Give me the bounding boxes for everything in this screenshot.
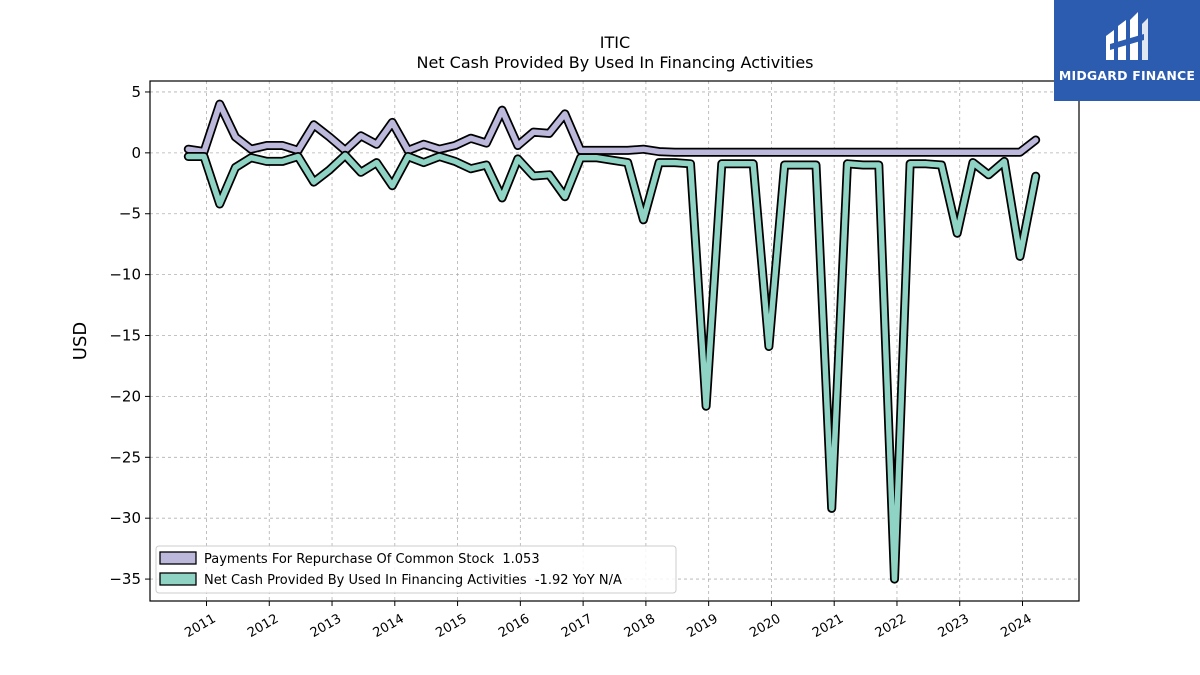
y-tick-label: −25: [109, 448, 141, 466]
chart-subtitle: Net Cash Provided By Used In Financing A…: [416, 53, 813, 72]
brand-logo: MIDGARD FINANCE: [1054, 0, 1200, 101]
x-tick-label: 2016: [496, 611, 532, 641]
x-tick-label: 2012: [245, 611, 281, 641]
brand-name: MIDGARD FINANCE: [1058, 68, 1196, 83]
y-tick-label: −5: [119, 205, 141, 223]
series-line-financing: [185, 152, 1039, 582]
legend-label-repurchase: Payments For Repurchase Of Common Stock …: [204, 552, 540, 567]
y-tick-label: −15: [109, 327, 141, 345]
x-tick-label: 2018: [622, 611, 658, 641]
y-tick-label: 5: [131, 83, 141, 101]
x-tick-label: 2020: [747, 611, 783, 641]
x-tick-label: 2015: [433, 611, 469, 641]
y-tick-label: 0: [131, 144, 141, 162]
x-tick-label: 2023: [936, 611, 972, 641]
y-tick-label: −20: [109, 387, 141, 405]
legend-swatch-repurchase: [159, 551, 197, 565]
y-axis: 5 0 −5 −10 −15 −20 −25 −30 −35: [109, 83, 150, 588]
y-tick-label: −10: [109, 266, 141, 284]
y-axis-label: USD: [70, 322, 91, 360]
series-line-repurchase: [185, 101, 1039, 155]
midgard-logo-icon: [1106, 12, 1148, 60]
y-tick-label: −35: [109, 570, 141, 588]
legend-swatch-financing: [159, 572, 197, 586]
x-tick-label: 2013: [308, 611, 344, 641]
x-tick-label: 2017: [559, 611, 595, 641]
x-tick-label: 2021: [810, 611, 846, 641]
series-layer: [183, 99, 1041, 584]
x-tick-label: 2024: [998, 611, 1034, 641]
x-axis: 2011 2012 2013 2014 2015 2016 2017 2018 2019 2020…: [182, 601, 1035, 641]
legend-label-financing: Net Cash Provided By Used In Financing A…: [204, 573, 622, 588]
x-tick-label: 2019: [684, 611, 720, 641]
plot-frame: [149, 80, 1080, 602]
y-tick-label: −30: [109, 509, 141, 527]
x-tick-label: 2014: [371, 611, 407, 641]
legend: Payments For Repurchase Of Common Stock …: [155, 545, 677, 594]
x-tick-label: 2011: [182, 611, 218, 641]
legend-box: [155, 545, 677, 594]
chart-title: ITIC: [600, 33, 630, 52]
x-tick-label: 2022: [873, 611, 909, 641]
